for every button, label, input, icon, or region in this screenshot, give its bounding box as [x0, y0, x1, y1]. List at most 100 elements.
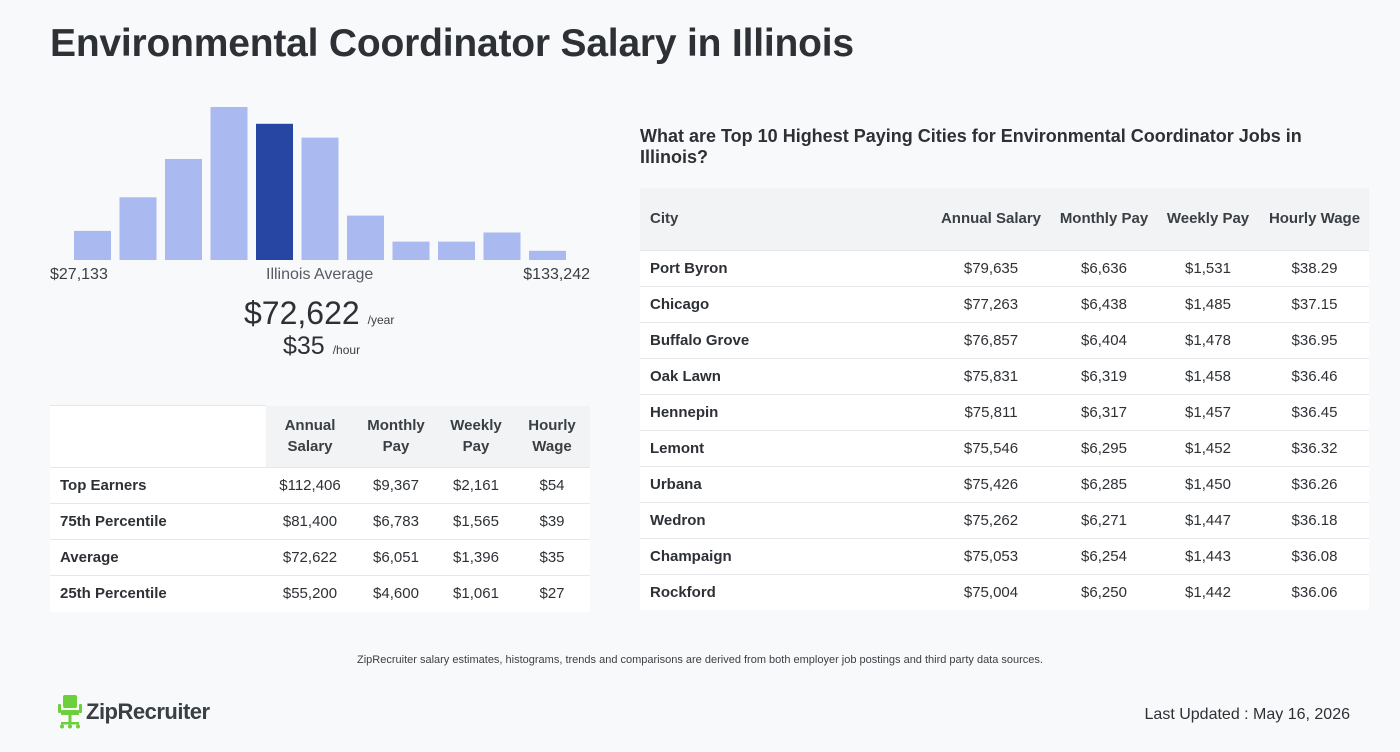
table-row: Lemont $75,546 $6,295 $1,452 $36.32	[640, 429, 1369, 466]
percentile-header-annual: Annual Salary	[266, 405, 354, 468]
footnote: ZipRecruiter salary estimates, histogram…	[357, 654, 1043, 666]
city-annual: $79,635	[930, 249, 1052, 286]
city-annual: $75,831	[930, 357, 1052, 394]
salary-histogram	[50, 100, 590, 260]
table-row: 25th Percentile $55,200 $4,600 $1,061 $27	[50, 575, 590, 612]
percentile-annual: $81,400	[266, 503, 354, 540]
histogram-bar	[529, 250, 566, 260]
city-monthly: $6,319	[1052, 357, 1156, 394]
percentile-weekly: $1,061	[438, 575, 514, 612]
city-hourly: $36.18	[1260, 501, 1369, 538]
cities-header-hourly: Hourly Wage	[1260, 188, 1369, 250]
histogram-min-label: $27,133	[50, 266, 108, 283]
city-name: Buffalo Grove	[640, 321, 930, 358]
average-yearly-unit: /year	[367, 313, 395, 327]
average-yearly-value: $72,622	[244, 295, 360, 331]
last-updated: Last Updated : May 16, 2026	[1144, 706, 1350, 723]
cities-header-annual: Annual Salary	[930, 188, 1052, 250]
city-weekly: $1,447	[1156, 501, 1260, 538]
histogram-bar	[165, 159, 202, 260]
city-annual: $75,262	[930, 501, 1052, 538]
percentile-row-label: 75th Percentile	[50, 503, 266, 540]
city-monthly: $6,438	[1052, 285, 1156, 322]
percentile-monthly: $6,051	[354, 539, 438, 576]
city-monthly: $6,250	[1052, 573, 1156, 610]
table-row: Rockford $75,004 $6,250 $1,442 $36.06	[640, 573, 1369, 610]
table-row: Chicago $77,263 $6,438 $1,485 $37.15	[640, 285, 1369, 322]
city-hourly: $36.08	[1260, 537, 1369, 574]
histogram-bar	[438, 241, 475, 260]
ziprecruiter-logo-text: ZipRecruiter	[86, 699, 210, 724]
percentile-hourly: $54	[514, 467, 590, 504]
cities-header-city: City	[640, 188, 930, 250]
table-row: Hennepin $75,811 $6,317 $1,457 $36.45	[640, 393, 1369, 430]
city-name: Wedron	[640, 501, 930, 538]
average-hourly-unit: /hour	[332, 343, 361, 357]
histogram-bar	[74, 230, 111, 260]
city-name: Urbana	[640, 465, 930, 502]
city-hourly: $36.46	[1260, 357, 1369, 394]
table-row: Wedron $75,262 $6,271 $1,447 $36.18	[640, 501, 1369, 538]
percentile-hourly: $35	[514, 539, 590, 576]
cities-section-title: What are Top 10 Highest Paying Cities fo…	[640, 126, 1302, 167]
city-annual: $77,263	[930, 285, 1052, 322]
city-name: Champaign	[640, 537, 930, 574]
percentile-table-header: Annual Salary Monthly Pay Weekly Pay Hou…	[50, 405, 590, 468]
city-monthly: $6,285	[1052, 465, 1156, 502]
percentile-monthly: $4,600	[354, 575, 438, 612]
city-weekly: $1,485	[1156, 285, 1260, 322]
percentile-header-hourly: Hourly Wage	[514, 405, 590, 468]
ziprecruiter-logo[interactable]: ZipRecruiter	[58, 695, 210, 729]
cities-table-header: City Annual Salary Monthly Pay Weekly Pa…	[640, 188, 1369, 250]
page-title: Environmental Coordinator Salary in Illi…	[50, 22, 854, 65]
city-weekly: $1,458	[1156, 357, 1260, 394]
percentile-table: Annual Salary Monthly Pay Weekly Pay Hou…	[50, 405, 590, 612]
city-weekly: $1,531	[1156, 249, 1260, 286]
city-weekly: $1,443	[1156, 537, 1260, 574]
city-annual: $75,426	[930, 465, 1052, 502]
percentile-weekly: $2,161	[438, 467, 514, 504]
city-monthly: $6,636	[1052, 249, 1156, 286]
city-hourly: $36.26	[1260, 465, 1369, 502]
city-hourly: $36.32	[1260, 429, 1369, 466]
histogram-average-label: Illinois Average	[266, 266, 374, 283]
percentile-header-monthly: Monthly Pay	[354, 405, 438, 468]
ziprecruiter-chair-icon	[58, 695, 82, 729]
city-weekly: $1,457	[1156, 393, 1260, 430]
percentile-monthly: $6,783	[354, 503, 438, 540]
histogram-bar	[210, 107, 248, 260]
cities-header-monthly: Monthly Pay	[1052, 188, 1156, 250]
city-name: Lemont	[640, 429, 930, 466]
histogram-bar	[392, 241, 430, 260]
city-hourly: $37.15	[1260, 285, 1369, 322]
city-name: Hennepin	[640, 393, 930, 430]
city-weekly: $1,452	[1156, 429, 1260, 466]
city-hourly: $36.45	[1260, 393, 1369, 430]
city-annual: $75,546	[930, 429, 1052, 466]
percentile-row-label: 25th Percentile	[50, 575, 266, 612]
percentile-annual: $112,406	[266, 467, 354, 504]
histogram-bar	[483, 232, 521, 260]
percentile-weekly: $1,396	[438, 539, 514, 576]
table-row: Urbana $75,426 $6,285 $1,450 $36.26	[640, 465, 1369, 502]
percentile-weekly: $1,565	[438, 503, 514, 540]
percentile-row-label: Top Earners	[50, 467, 266, 504]
table-row: Top Earners $112,406 $9,367 $2,161 $54	[50, 467, 590, 504]
table-row: Average $72,622 $6,051 $1,396 $35	[50, 539, 590, 576]
percentile-header-weekly: Weekly Pay	[438, 405, 514, 468]
histogram-bar	[347, 215, 384, 260]
city-weekly: $1,450	[1156, 465, 1260, 502]
table-row: Oak Lawn $75,831 $6,319 $1,458 $36.46	[640, 357, 1369, 394]
city-annual: $75,004	[930, 573, 1052, 610]
city-weekly: $1,442	[1156, 573, 1260, 610]
percentile-header-blank	[50, 405, 266, 468]
city-name: Chicago	[640, 285, 930, 322]
cities-header-weekly: Weekly Pay	[1156, 188, 1260, 250]
percentile-hourly: $39	[514, 503, 590, 540]
city-annual: $75,811	[930, 393, 1052, 430]
histogram-bar	[119, 197, 157, 260]
city-monthly: $6,317	[1052, 393, 1156, 430]
percentile-hourly: $27	[514, 575, 590, 612]
city-monthly: $6,254	[1052, 537, 1156, 574]
average-yearly: $72,622 /year	[244, 295, 394, 332]
